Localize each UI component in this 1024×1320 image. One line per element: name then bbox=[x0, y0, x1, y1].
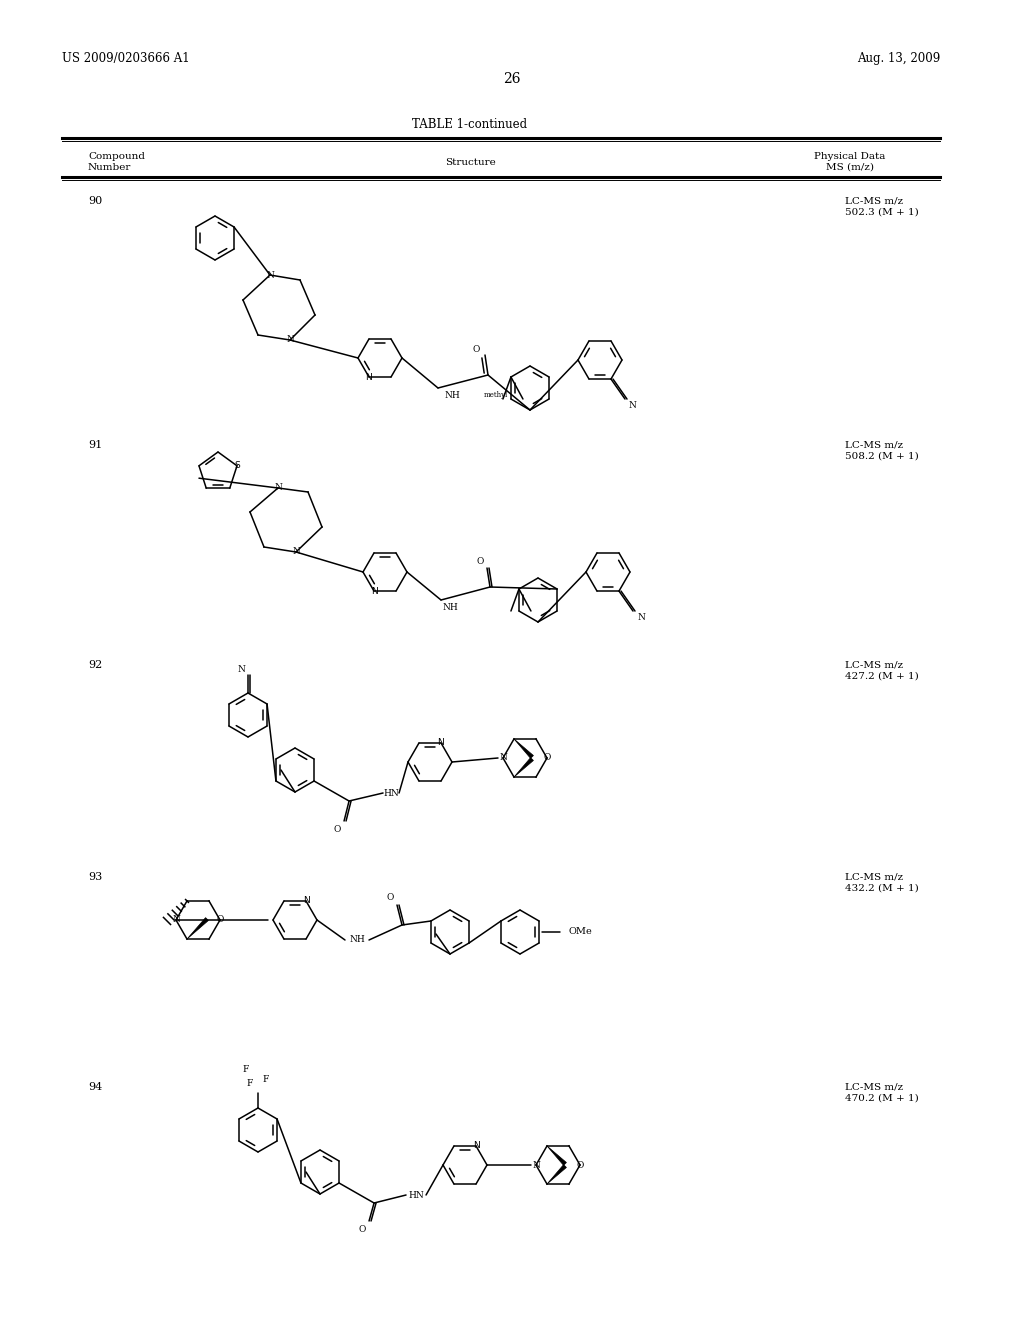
Text: 92: 92 bbox=[88, 660, 102, 671]
Text: N: N bbox=[303, 896, 309, 906]
Text: O: O bbox=[476, 557, 483, 566]
Text: methyl: methyl bbox=[483, 391, 508, 399]
Text: N: N bbox=[499, 754, 507, 763]
Text: Aug. 13, 2009: Aug. 13, 2009 bbox=[857, 51, 940, 65]
Text: N: N bbox=[473, 1142, 479, 1151]
Text: N: N bbox=[172, 916, 180, 924]
Text: US 2009/0203666 A1: US 2009/0203666 A1 bbox=[62, 51, 189, 65]
Text: O: O bbox=[358, 1225, 366, 1233]
Text: N: N bbox=[366, 372, 373, 381]
Text: 508.2 (M + 1): 508.2 (M + 1) bbox=[845, 451, 919, 461]
Polygon shape bbox=[514, 739, 534, 759]
Text: O: O bbox=[577, 1160, 584, 1170]
Text: LC-MS m/z: LC-MS m/z bbox=[845, 660, 903, 669]
Text: LC-MS m/z: LC-MS m/z bbox=[845, 1082, 903, 1092]
Text: N: N bbox=[637, 612, 645, 622]
Text: 432.2 (M + 1): 432.2 (M + 1) bbox=[845, 884, 919, 894]
Text: HN: HN bbox=[383, 788, 399, 797]
Text: NH: NH bbox=[442, 603, 458, 612]
Text: O: O bbox=[334, 825, 341, 833]
Text: O: O bbox=[544, 754, 551, 763]
Text: NH: NH bbox=[349, 936, 365, 945]
Polygon shape bbox=[514, 758, 534, 777]
Text: 90: 90 bbox=[88, 195, 102, 206]
Text: N: N bbox=[628, 400, 636, 409]
Text: O: O bbox=[216, 916, 223, 924]
Text: 26: 26 bbox=[503, 73, 521, 86]
Text: Structure: Structure bbox=[444, 158, 496, 168]
Text: O: O bbox=[386, 892, 393, 902]
Text: LC-MS m/z: LC-MS m/z bbox=[845, 440, 903, 449]
Text: F: F bbox=[243, 1065, 249, 1074]
Text: 470.2 (M + 1): 470.2 (M + 1) bbox=[845, 1094, 919, 1104]
Text: S: S bbox=[234, 461, 240, 470]
Text: O: O bbox=[472, 345, 479, 354]
Text: N: N bbox=[274, 483, 282, 492]
Text: F: F bbox=[247, 1080, 253, 1089]
Text: 427.2 (M + 1): 427.2 (M + 1) bbox=[845, 672, 919, 681]
Polygon shape bbox=[187, 917, 209, 939]
Text: 91: 91 bbox=[88, 440, 102, 450]
Text: N: N bbox=[371, 586, 378, 595]
Text: 94: 94 bbox=[88, 1082, 102, 1092]
Text: N: N bbox=[437, 738, 444, 747]
Text: HN: HN bbox=[409, 1191, 424, 1200]
Polygon shape bbox=[547, 1146, 566, 1166]
Text: LC-MS m/z: LC-MS m/z bbox=[845, 195, 903, 205]
Text: N: N bbox=[238, 664, 245, 673]
Text: N: N bbox=[532, 1160, 540, 1170]
Text: Number: Number bbox=[88, 162, 131, 172]
Text: 93: 93 bbox=[88, 873, 102, 882]
Text: TABLE 1-continued: TABLE 1-continued bbox=[413, 117, 527, 131]
Text: N: N bbox=[286, 335, 294, 345]
Text: MS (m/z): MS (m/z) bbox=[826, 162, 874, 172]
Text: Compound: Compound bbox=[88, 152, 145, 161]
Text: NH: NH bbox=[444, 391, 460, 400]
Text: N: N bbox=[266, 271, 274, 280]
Text: LC-MS m/z: LC-MS m/z bbox=[845, 873, 903, 880]
Text: F: F bbox=[263, 1076, 269, 1085]
Text: Physical Data: Physical Data bbox=[814, 152, 886, 161]
Polygon shape bbox=[547, 1164, 566, 1184]
Text: N: N bbox=[292, 548, 300, 557]
Text: OMe: OMe bbox=[568, 928, 592, 936]
Text: 502.3 (M + 1): 502.3 (M + 1) bbox=[845, 209, 919, 216]
